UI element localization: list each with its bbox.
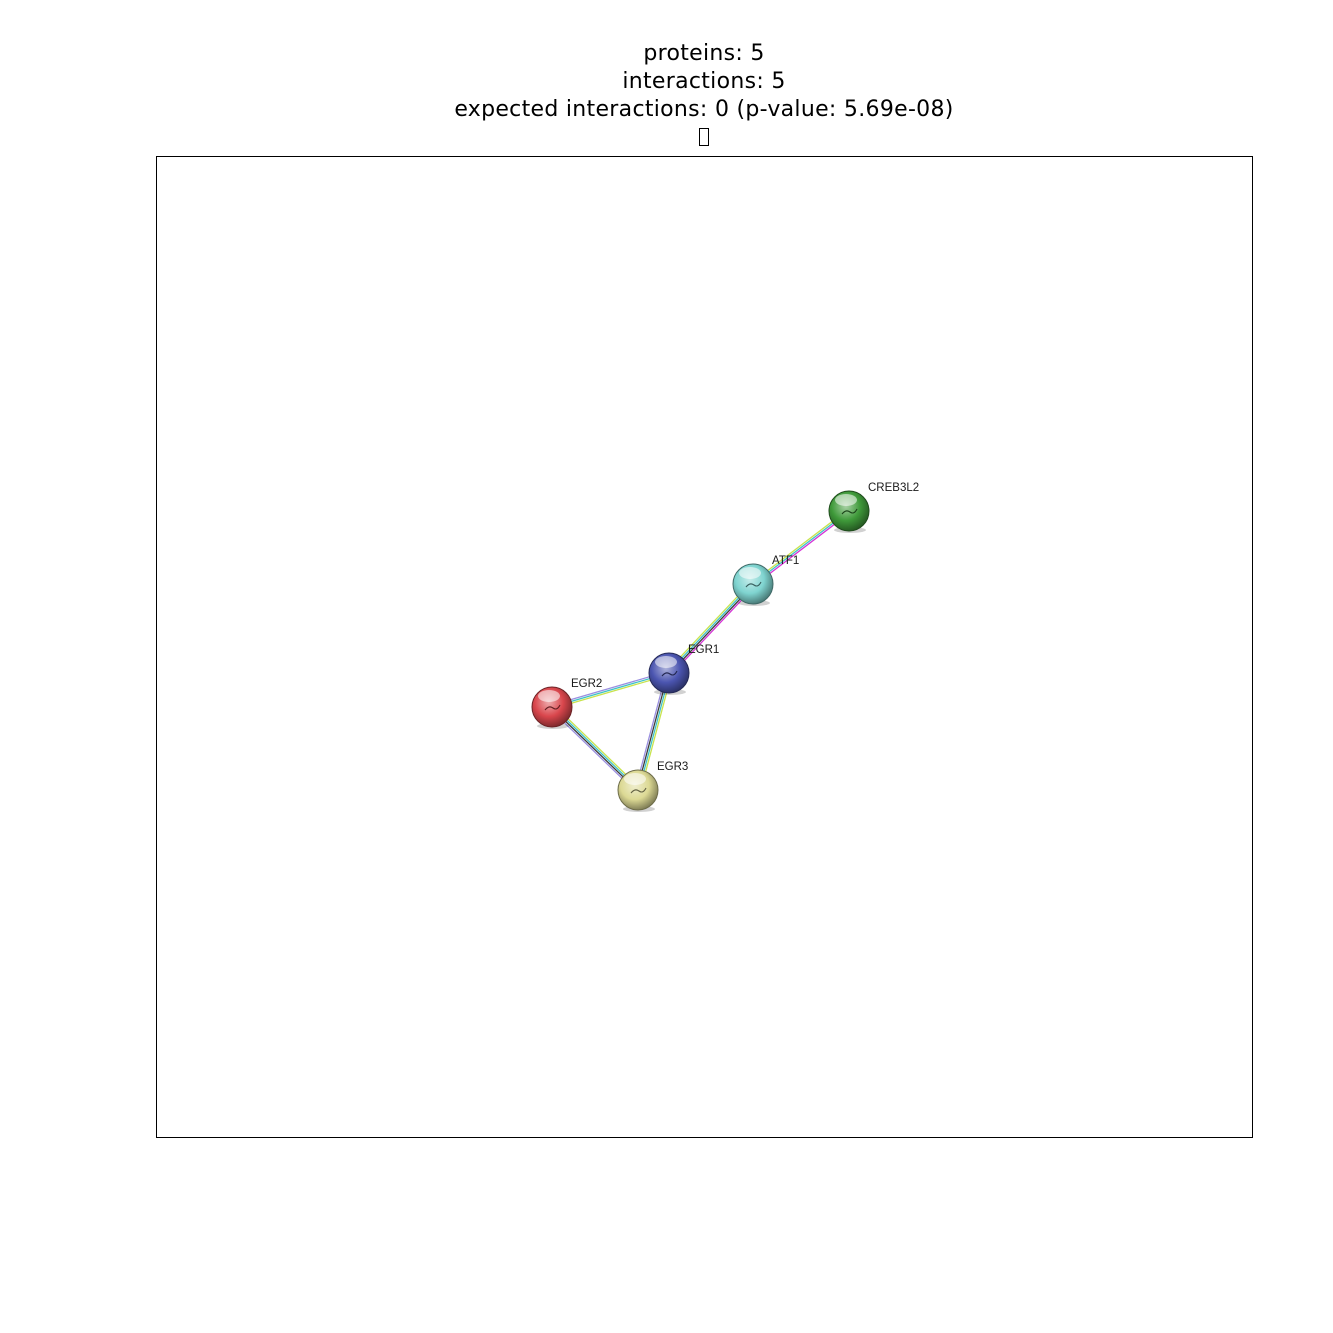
node-egr2[interactable]: EGR2 (531, 678, 602, 729)
edge-evidence-strand (666, 581, 752, 672)
node-highlight (739, 567, 761, 579)
proteins-count-text: proteins: 5 (643, 41, 765, 66)
missing-glyph-box (699, 128, 709, 146)
node-creb3l2[interactable]: CREB3L2 (828, 482, 919, 533)
node-structure-squiggle (544, 704, 561, 711)
node-label-atf1: ATF1 (772, 555, 799, 567)
node-label-egr3: EGR3 (657, 761, 688, 773)
edge-evidence-strand (670, 585, 756, 676)
node-egr3[interactable]: EGR3 (617, 761, 688, 812)
node-highlight (835, 494, 857, 506)
node-highlight (538, 690, 560, 702)
node-highlight (655, 656, 677, 668)
node-structure-squiggle (745, 581, 762, 588)
node-label-creb3l2: CREB3L2 (868, 482, 919, 494)
interactions-count-text: interactions: 5 (622, 69, 786, 94)
network-summary: proteins: 5 interactions: 5 expected int… (0, 40, 1333, 152)
node-atf1[interactable]: ATF1 (732, 555, 799, 606)
expected-interactions-text: expected interactions: 0 (p-value: 5.69e… (454, 97, 954, 122)
node-structure-squiggle (630, 787, 647, 794)
node-label-egr2: EGR2 (571, 678, 602, 690)
node-structure-squiggle (841, 508, 858, 515)
node-structure-squiggle (661, 670, 678, 677)
node-highlight (624, 773, 646, 785)
plot-frame (156, 156, 1253, 1138)
node-egr1[interactable]: EGR1 (648, 644, 719, 695)
node-label-egr1: EGR1 (688, 644, 719, 656)
nodes-layer: CREB3L2 ATF1 EGR1 EGR2 EGR3 (531, 482, 919, 812)
